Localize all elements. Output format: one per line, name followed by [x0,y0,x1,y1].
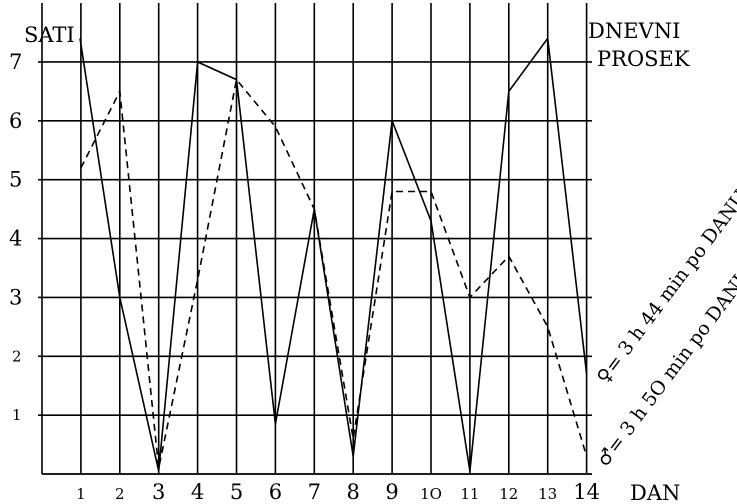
x-tick-label: 9 [385,480,398,504]
x-tick-label: 5 [230,480,243,504]
chart-grid [38,3,592,475]
x-tick-label: 2 [115,485,125,503]
x-tick-label: 1O [420,485,442,503]
annotation-female: ♀= 3 h 44 min po DANU (prosečno) [592,99,737,388]
y-tick-labels: 1 2 3 4 5 6 7 [9,50,22,424]
x-tick-label: 6 [269,480,282,504]
y-tick-label: 1 [12,406,22,424]
x-tick-label: 1 [76,485,86,503]
x-tick-label: 7 [308,480,321,504]
y-tick-label: 7 [9,50,22,74]
x-tick-label: 3 [152,480,165,504]
x-tick-label: 12 [499,485,518,503]
x-axis-label: DAN [630,481,680,504]
x-tick-label: 8 [347,480,360,504]
x-tick-label: 11 [460,485,479,503]
y-tick-label: 5 [9,168,22,192]
legend-title: DNEVNI PROSEK [588,19,690,71]
x-tick-labels: 1 2 3 4 5 6 7 8 9 1O 11 12 13 14 [76,480,600,504]
y-tick-label: 4 [9,227,22,251]
x-tick-label: 13 [538,485,557,503]
x-tick-label: 14 [573,480,600,504]
series-dashed-line [80,77,588,469]
x-tick-label: 4 [191,480,204,504]
y-tick-label: 6 [9,109,22,133]
y-tick-label: 3 [9,285,22,309]
female-average-text: = 3 h 44 min po DANU (prosečno) [601,99,737,377]
y-tick-label: 2 [12,347,22,365]
legend-title-line-2: PROSEK [597,47,690,71]
svg-text:♀= 3 h 44 min po DANU (prosečn: ♀= 3 h 44 min po DANU (prosečno) [592,99,737,388]
series-lines [79,36,588,472]
y-axis-label: SATI [24,23,75,47]
legend-title-line-1: DNEVNI [588,19,680,43]
series-solid-line [79,36,588,472]
